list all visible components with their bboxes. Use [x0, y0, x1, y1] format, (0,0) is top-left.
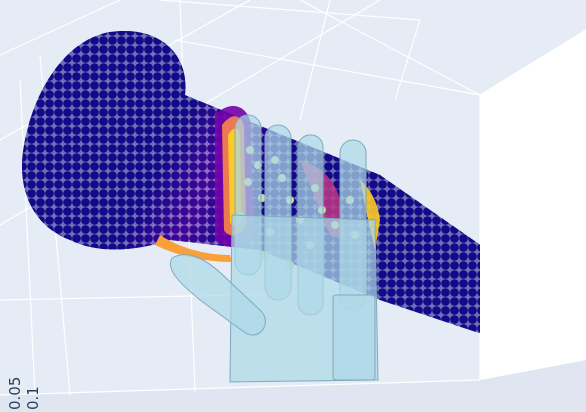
hand-thumb	[169, 254, 266, 336]
axis-tick-label: 0.05	[6, 376, 24, 410]
axis-tick-label: 0.1	[24, 386, 42, 410]
hand-mesh	[169, 114, 379, 383]
hand-wrist-segment	[332, 294, 376, 381]
scene-right-wall	[480, 30, 586, 380]
